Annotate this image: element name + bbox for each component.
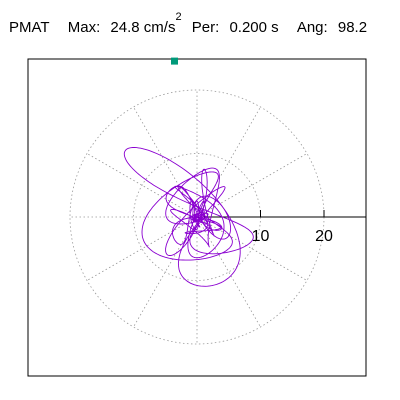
max-marker [171, 57, 178, 65]
max-unit-exponent: 2 [175, 11, 182, 23]
tick-label-10: 10 [252, 228, 270, 245]
angle-value: 98.2 [337, 19, 368, 36]
tick-label-20: 20 [315, 228, 333, 245]
period-value: 0.200 s [229, 19, 279, 36]
grid-spoke-300 [196, 216, 261, 328]
grid-spoke-330 [196, 216, 308, 281]
grid-spoke-150 [86, 153, 198, 218]
plot-header: PMAT Max: 24.8 cm/s2 Per: 0.200 s Ang: 9… [9, 11, 368, 36]
angle-label: Ang: [296, 19, 328, 36]
max-value: 24.8 cm/s [110, 19, 176, 36]
orbit-trace [123, 147, 254, 287]
axis-ticks: 10 20 [252, 210, 333, 245]
period-label: Per: [191, 19, 220, 36]
max-label: Max: [67, 19, 101, 36]
grid-spoke-30 [196, 153, 308, 218]
station-code: PMAT [9, 19, 50, 36]
grid-spoke-210 [86, 216, 198, 281]
